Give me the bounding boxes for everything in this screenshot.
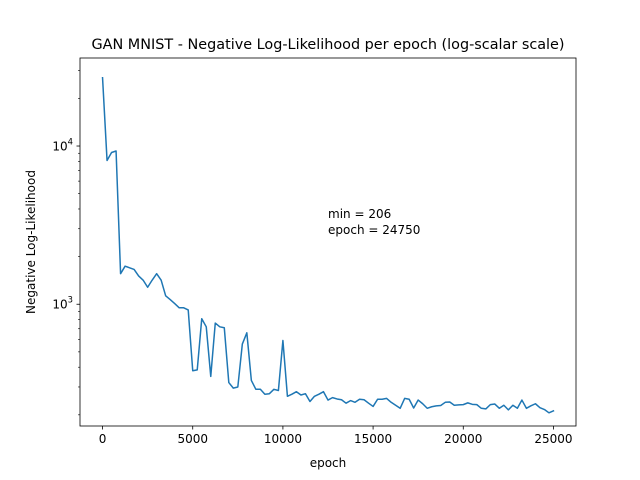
y-axis: 103 104 bbox=[52, 70, 80, 416]
plot-area: min = 206 epoch = 24750 bbox=[79, 57, 577, 427]
annotation-min: min = 206 bbox=[328, 207, 391, 221]
x-tick-label: 15000 bbox=[354, 432, 392, 446]
series-line-0 bbox=[101, 76, 555, 414]
x-axis: 0 5000 10000 15000 20000 25000 bbox=[99, 426, 573, 446]
x-tick-label: 25000 bbox=[534, 432, 572, 446]
x-axis-label: epoch bbox=[310, 456, 347, 470]
y-axis-label: Negative Log-Likelihood bbox=[24, 170, 38, 314]
x-tick-label: 20000 bbox=[444, 432, 482, 446]
annotation-epoch: epoch = 24750 bbox=[328, 223, 420, 237]
series-layer bbox=[101, 76, 555, 414]
x-tick-label: 10000 bbox=[264, 432, 302, 446]
y-tick-label: 104 bbox=[52, 137, 73, 154]
chart-title: GAN MNIST - Negative Log-Likelihood per … bbox=[91, 37, 564, 53]
y-tick-label: 103 bbox=[52, 295, 73, 312]
annotation-layer: min = 206 epoch = 24750 bbox=[328, 207, 420, 237]
plot-background bbox=[80, 58, 576, 426]
x-tick-label: 0 bbox=[99, 432, 107, 446]
plot-frame bbox=[79, 57, 577, 427]
x-tick-label: 5000 bbox=[177, 432, 208, 446]
